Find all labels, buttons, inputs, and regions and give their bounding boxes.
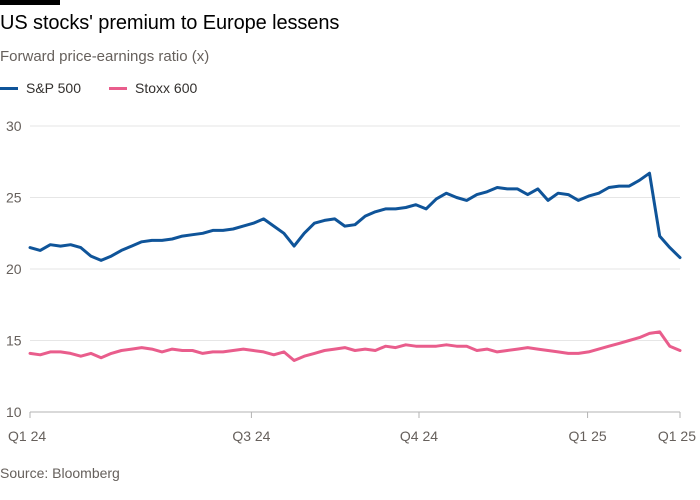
- legend-item-stoxx600: Stoxx 600: [109, 80, 197, 96]
- grid-layer: [30, 125, 680, 413]
- x-tick-label-2: Q4 24: [400, 428, 438, 444]
- brand-bar: [0, 0, 60, 5]
- series-line-sp500: [28, 171, 682, 262]
- y-tick-label-25: 25: [6, 190, 22, 206]
- source-note: Source: Bloomberg: [0, 465, 120, 481]
- chart-subtitle: Forward price-earnings ratio (x): [0, 48, 210, 65]
- legend-swatch-sp500: [0, 86, 18, 90]
- legend-label-sp500: S&P 500: [26, 80, 82, 96]
- legend-item-sp500: S&P 500: [0, 80, 81, 96]
- legend-label-stoxx600: Stoxx 600: [135, 80, 198, 96]
- y-tick-label-10: 10: [6, 404, 22, 420]
- y-tick-label-30: 30: [6, 118, 22, 134]
- series-layer: [28, 171, 682, 362]
- y-tick-label-20: 20: [6, 261, 22, 277]
- y-tick-label-15: 15: [6, 333, 22, 349]
- series-line-stoxx600: [28, 330, 682, 362]
- x-tick-label-4: Q1 25: [658, 428, 696, 444]
- axis-layer: 10 15 20 25 30 Q1 24 Q3 24 Q4 24 Q1 25 Q1 25: [6, 118, 696, 444]
- legend-swatch-stoxx600: [109, 86, 128, 90]
- x-tick-label-1: Q3 24: [232, 428, 270, 444]
- chart-title: US stocks' premium to Europe lessens: [0, 12, 340, 34]
- chart-legend: S&P 500 Stoxx 600: [0, 80, 225, 96]
- x-tick-label-3: Q1 25: [569, 428, 607, 444]
- x-tick-label-0: Q1 24: [8, 428, 46, 444]
